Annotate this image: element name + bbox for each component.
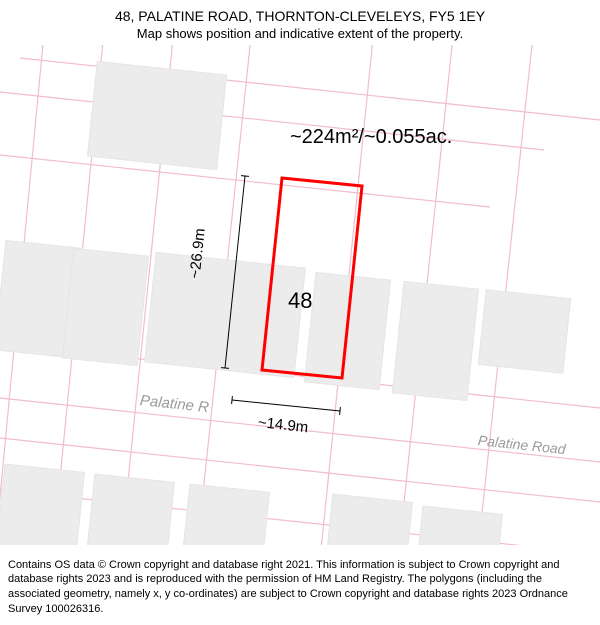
page-title: 48, PALATINE ROAD, THORNTON-CLEVELEYS, F… — [10, 8, 590, 24]
map-canvas: ~224m²/~0.055ac. ~26.9m ~14.9m 48 Palati… — [0, 0, 600, 545]
map-svg — [0, 0, 600, 545]
page-subtitle: Map shows position and indicative extent… — [10, 26, 590, 41]
header: 48, PALATINE ROAD, THORNTON-CLEVELEYS, F… — [0, 0, 600, 45]
copyright-footer: Contains OS data © Crown copyright and d… — [0, 552, 600, 625]
house-number-label: 48 — [288, 288, 312, 314]
area-label: ~224m²/~0.055ac. — [290, 126, 452, 149]
